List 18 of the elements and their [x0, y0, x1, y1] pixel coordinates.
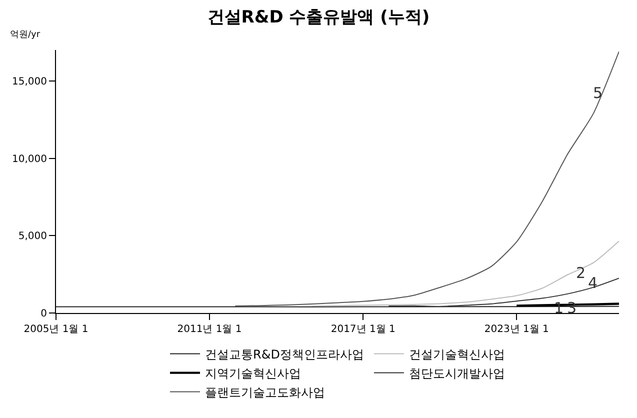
- annotation: 5: [593, 84, 603, 102]
- y-axis-title: 억원/yr: [10, 30, 40, 40]
- y-tick-label: 15,000: [12, 76, 47, 88]
- legend-label: 첨단도시개발사업: [408, 366, 505, 380]
- legend-label: 지역기술혁신사업: [205, 366, 301, 380]
- y-tick-label: 0: [40, 308, 47, 320]
- x-tick-label: 2023년 1월 1: [484, 324, 549, 335]
- legend-label: 건설기술혁신사업: [408, 347, 505, 362]
- annotation: 2: [576, 264, 586, 282]
- chart-title: 건설R&D 수출유발액 (누적): [207, 7, 430, 28]
- legend-label: 플랜트기술고도화사업: [205, 385, 325, 400]
- y-tick-label: 5,000: [18, 231, 47, 242]
- x-tick-label: 2005년 1월 1: [24, 324, 88, 335]
- legend-label: 건설교통R&D정책인프라사업: [205, 347, 364, 362]
- annotation: 4: [588, 274, 598, 292]
- x-tick-label: 2011년 1월 1: [177, 324, 242, 335]
- x-tick-label: 2017년 1월 1: [330, 324, 396, 335]
- y-tick-label: 10,000: [12, 154, 47, 165]
